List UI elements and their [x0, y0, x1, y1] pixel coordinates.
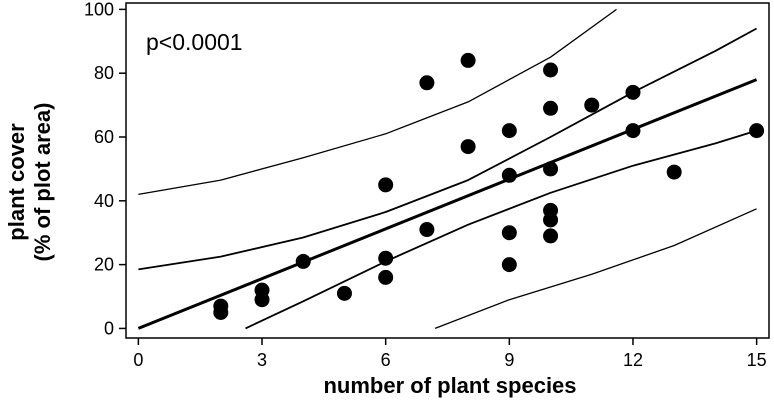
y-tick-label: 80: [94, 63, 114, 83]
x-axis-ticks: 0 3 6 9 12 15: [133, 338, 767, 370]
x-tick-label: 9: [504, 350, 514, 370]
y-tick-label: 60: [94, 127, 114, 147]
data-point: [419, 222, 435, 238]
data-point: [625, 84, 641, 100]
y-axis-ticks: 0 20 40 60 80 100: [84, 0, 126, 338]
x-axis-title: number of plant species: [323, 373, 576, 398]
data-point: [501, 123, 517, 139]
data-point: [584, 97, 600, 113]
data-point: [666, 164, 682, 180]
data-point: [254, 292, 270, 308]
x-tick-label: 6: [381, 350, 391, 370]
y-axis-title-line2: (% of plot area): [30, 103, 55, 262]
x-tick-label: 0: [133, 350, 143, 370]
regression-line: [137, 78, 758, 330]
data-point: [543, 212, 559, 228]
data-point: [543, 161, 559, 177]
y-tick-label: 40: [94, 191, 114, 211]
prediction-band-upper: [138, 8, 617, 196]
data-point: [378, 250, 394, 266]
y-tick-label: 0: [104, 318, 114, 338]
data-point: [543, 228, 559, 244]
plot-background: [126, 3, 769, 338]
prediction-band-lower: [434, 208, 757, 330]
p-value-annotation: p<0.0001: [146, 29, 243, 55]
data-point: [501, 225, 517, 241]
confidence-band-lower: [245, 129, 757, 330]
data-point: [543, 100, 559, 116]
y-tick-label: 100: [84, 0, 114, 19]
data-point: [460, 139, 476, 155]
data-point: [625, 123, 641, 139]
axes-frame: [125, 2, 770, 339]
plot-frame: [125, 2, 770, 339]
confidence-band-upper: [138, 27, 758, 271]
data-point: [378, 269, 394, 285]
data-point: [501, 257, 517, 273]
data-point: [378, 177, 394, 193]
x-tick-label: 12: [623, 350, 643, 370]
x-tick-label: 15: [747, 350, 767, 370]
data-point: [295, 253, 311, 269]
y-axis-title-line1: plant cover: [4, 123, 29, 241]
y-tick-label: 20: [94, 255, 114, 275]
fit-lines: [137, 8, 758, 330]
data-points: [213, 52, 765, 320]
x-tick-label: 3: [257, 350, 267, 370]
data-point: [749, 123, 765, 139]
data-point: [501, 167, 517, 183]
data-point: [213, 304, 229, 320]
data-point: [543, 62, 559, 78]
data-point: [336, 285, 352, 301]
plot-area: [126, 3, 769, 338]
data-point: [460, 52, 476, 68]
data-point: [419, 75, 435, 91]
